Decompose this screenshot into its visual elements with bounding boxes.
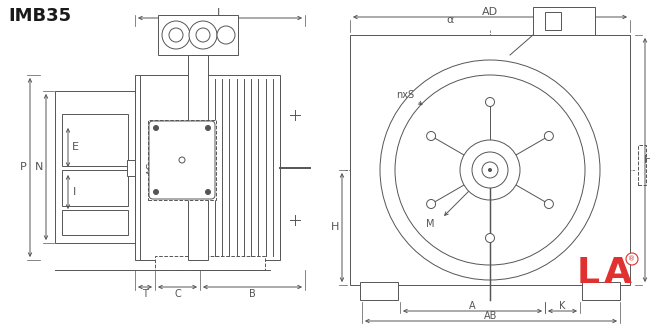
Text: M: M [426, 219, 434, 229]
Text: B: B [249, 289, 256, 299]
Circle shape [380, 60, 600, 280]
Circle shape [162, 21, 190, 49]
Circle shape [545, 200, 553, 209]
Text: nxS: nxS [396, 90, 414, 100]
Circle shape [169, 28, 183, 42]
Circle shape [153, 189, 159, 194]
Bar [188, 55, 208, 260]
Text: E: E [72, 142, 79, 152]
Text: A: A [469, 301, 476, 311]
Text: C: C [174, 289, 181, 299]
Text: AC: AC [147, 162, 157, 175]
FancyBboxPatch shape [149, 121, 215, 199]
Bar [638, 145, 646, 185]
Bar [62, 210, 128, 235]
Text: P: P [20, 162, 27, 173]
Text: L: L [577, 256, 599, 290]
Bar [582, 282, 620, 300]
Bar [155, 256, 265, 270]
Text: L: L [217, 8, 223, 18]
Bar [545, 12, 561, 30]
Bar [62, 114, 128, 166]
Circle shape [426, 132, 436, 140]
Bar [148, 120, 216, 200]
Text: α: α [447, 15, 454, 25]
Text: HD: HD [644, 155, 650, 165]
Bar [360, 282, 398, 300]
Bar [350, 35, 630, 285]
Circle shape [205, 125, 211, 131]
Circle shape [486, 98, 495, 107]
Text: ®: ® [629, 256, 636, 262]
Circle shape [153, 125, 159, 131]
Circle shape [189, 21, 217, 49]
Text: N: N [35, 162, 43, 172]
Circle shape [217, 26, 235, 44]
Bar [533, 7, 595, 35]
Bar [135, 75, 280, 260]
Text: AD: AD [482, 7, 498, 17]
Circle shape [489, 168, 491, 172]
Bar [127, 160, 135, 176]
Bar [55, 91, 135, 243]
Circle shape [545, 132, 553, 140]
Circle shape [626, 253, 638, 265]
Text: www.jh.dianji.com: www.jh.dianji.com [113, 150, 257, 164]
Circle shape [426, 200, 436, 209]
Text: H: H [331, 223, 339, 232]
Circle shape [482, 162, 498, 178]
Text: T: T [142, 289, 148, 299]
Circle shape [486, 233, 495, 242]
Text: A: A [604, 256, 632, 290]
Circle shape [196, 28, 210, 42]
Text: K: K [559, 301, 566, 311]
Text: AB: AB [484, 311, 498, 321]
Circle shape [472, 152, 508, 188]
Circle shape [395, 75, 585, 265]
Bar [158, 15, 238, 55]
Text: I: I [73, 187, 77, 197]
Text: IMB35: IMB35 [8, 7, 71, 25]
Bar [62, 170, 128, 206]
Circle shape [179, 157, 185, 163]
Circle shape [460, 140, 520, 200]
Circle shape [205, 189, 211, 194]
